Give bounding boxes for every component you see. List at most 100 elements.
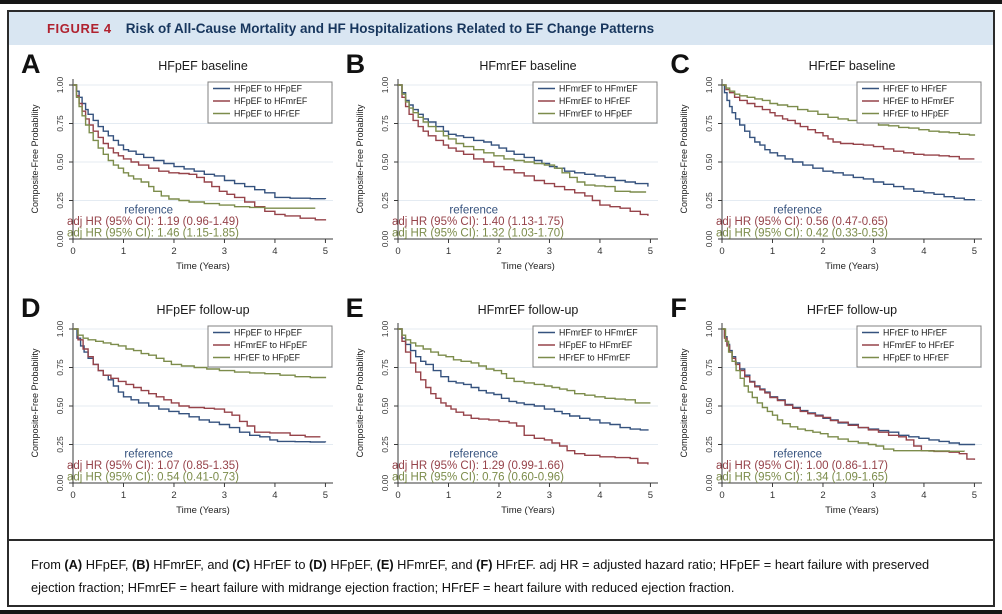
- svg-text:Time (Years): Time (Years): [825, 505, 879, 516]
- svg-text:reference: reference: [124, 205, 173, 217]
- svg-text:0.00: 0.00: [55, 230, 65, 247]
- svg-text:0.75: 0.75: [704, 359, 714, 376]
- svg-text:1: 1: [445, 246, 450, 257]
- figure-frame: FIGURE 4 Risk of All-Cause Mortality and…: [7, 10, 995, 607]
- svg-text:HFpEF follow-up: HFpEF follow-up: [156, 303, 249, 317]
- figure-number-label: FIGURE 4: [47, 21, 112, 36]
- svg-text:adj HR (95% CI): 0.56 (0.47-0.: adj HR (95% CI): 0.56 (0.47-0.65): [716, 216, 888, 228]
- svg-text:1.00: 1.00: [55, 321, 65, 338]
- svg-text:HFpEF to HFrEF: HFpEF to HFrEF: [883, 353, 950, 363]
- panel-c: C HFrEF baseline 0 1 2 3 4 5 0.00 0.25 0.50 0.75 1.…: [666, 51, 991, 295]
- panel-e: E HFmrEF follow-up 0 1 2 3 4 5 0.00 0.25 0.50 0.75…: [342, 295, 667, 539]
- svg-text:0.75: 0.75: [55, 359, 65, 376]
- svg-text:1.00: 1.00: [704, 321, 714, 338]
- svg-text:HFmrEF baseline: HFmrEF baseline: [479, 59, 576, 73]
- svg-text:2: 2: [171, 246, 176, 257]
- svg-text:HFpEF to HFrEF: HFpEF to HFrEF: [234, 109, 301, 119]
- svg-text:reference: reference: [124, 449, 173, 461]
- svg-text:adj HR (95% CI): 1.40 (1.13-1.: adj HR (95% CI): 1.40 (1.13-1.75): [392, 216, 564, 228]
- svg-text:0.25: 0.25: [55, 436, 65, 453]
- svg-text:HFmrEF follow-up: HFmrEF follow-up: [477, 303, 578, 317]
- svg-text:0.25: 0.25: [380, 192, 390, 209]
- panel-f-km-chart: HFrEF follow-up 0 1 2 3 4 5 0.00 0.25 0.50 0.75 1.0…: [676, 301, 992, 540]
- svg-text:0.00: 0.00: [55, 475, 65, 492]
- svg-text:0.50: 0.50: [380, 153, 390, 170]
- svg-text:HFrEF to HFrEF: HFrEF to HFrEF: [883, 84, 948, 94]
- svg-text:0.50: 0.50: [704, 153, 714, 170]
- svg-text:0: 0: [70, 490, 75, 501]
- svg-text:HFrEF to HFmrEF: HFrEF to HFmrEF: [559, 353, 631, 363]
- panel-a-km-chart: HFpEF baseline 0 1 2 3 4 5 0.00 0.25 0.50 0.75 1.00…: [27, 57, 343, 296]
- svg-text:0.00: 0.00: [380, 230, 390, 247]
- svg-text:Composite-Free Probability: Composite-Free Probability: [679, 348, 689, 458]
- svg-text:1: 1: [770, 246, 775, 257]
- svg-text:HFrEF to HFmrEF: HFrEF to HFmrEF: [883, 96, 955, 106]
- panel-d: D HFpEF follow-up 0 1 2 3 4 5 0.00 0.25 0.50 0.75 1…: [17, 295, 342, 539]
- svg-text:4: 4: [272, 490, 277, 501]
- svg-text:0.75: 0.75: [380, 115, 390, 132]
- svg-text:1.00: 1.00: [380, 321, 390, 338]
- svg-text:1.00: 1.00: [55, 76, 65, 93]
- panel-b-letter: B: [345, 49, 366, 79]
- svg-text:reference: reference: [774, 449, 823, 461]
- svg-text:4: 4: [922, 490, 927, 501]
- svg-text:0: 0: [70, 246, 75, 257]
- svg-text:5: 5: [972, 246, 977, 257]
- svg-text:HFpEF to HFmrEF: HFpEF to HFmrEF: [234, 96, 308, 106]
- svg-text:HFmrEF to HFrEF: HFmrEF to HFrEF: [883, 340, 955, 350]
- svg-text:2: 2: [496, 490, 501, 501]
- svg-text:Composite-Free Probability: Composite-Free Probability: [355, 348, 365, 458]
- svg-text:3: 3: [222, 490, 227, 501]
- svg-text:1: 1: [121, 246, 126, 257]
- svg-text:adj HR (95% CI): 1.00 (0.86-1.: adj HR (95% CI): 1.00 (0.86-1.17): [716, 460, 888, 472]
- svg-text:2: 2: [821, 246, 826, 257]
- svg-text:HFpEF to HFmrEF: HFpEF to HFmrEF: [559, 340, 633, 350]
- svg-text:1: 1: [445, 490, 450, 501]
- svg-text:Time (Years): Time (Years): [825, 261, 879, 272]
- svg-text:adj HR (95% CI): 0.76 (0.60-0.: adj HR (95% CI): 0.76 (0.60-0.96): [392, 472, 564, 484]
- panel-b: B HFmrEF baseline 0 1 2 3 4 5 0.00 0.25 0.50 0.75 1…: [342, 51, 667, 295]
- panel-c-letter: C: [670, 49, 690, 79]
- svg-text:Composite-Free Probability: Composite-Free Probability: [30, 104, 40, 214]
- svg-text:1.00: 1.00: [704, 76, 714, 93]
- panels-grid: A HFpEF baseline 0 1 2 3 4 5 0.00 0.25 0.50 0.75 1.…: [9, 45, 993, 539]
- svg-text:5: 5: [323, 490, 328, 501]
- svg-text:Time (Years): Time (Years): [501, 261, 555, 272]
- svg-text:HFrEF follow-up: HFrEF follow-up: [807, 303, 897, 317]
- svg-text:0.75: 0.75: [704, 115, 714, 132]
- svg-text:0: 0: [395, 490, 400, 501]
- svg-text:0.50: 0.50: [704, 398, 714, 415]
- bottom-rule: [0, 610, 1002, 614]
- svg-text:0.75: 0.75: [380, 359, 390, 376]
- svg-text:HFmrEF to HFpEF: HFmrEF to HFpEF: [559, 109, 633, 119]
- svg-text:3: 3: [546, 490, 551, 501]
- top-rule: [0, 0, 1002, 4]
- svg-text:2: 2: [171, 490, 176, 501]
- svg-text:3: 3: [222, 246, 227, 257]
- svg-text:4: 4: [597, 246, 602, 257]
- svg-text:reference: reference: [449, 449, 498, 461]
- svg-text:HFrEF to HFrEF: HFrEF to HFrEF: [883, 328, 948, 338]
- svg-text:Composite-Free Probability: Composite-Free Probability: [355, 104, 365, 214]
- panel-d-letter: D: [21, 293, 41, 324]
- svg-text:adj HR (95% CI): 1.19 (0.96-1.: adj HR (95% CI): 1.19 (0.96-1.49): [67, 216, 239, 228]
- svg-text:2: 2: [496, 246, 501, 257]
- svg-text:HFmrEF to HFpEF: HFmrEF to HFpEF: [234, 340, 308, 350]
- svg-text:Time (Years): Time (Years): [176, 261, 230, 272]
- svg-text:Time (Years): Time (Years): [501, 505, 555, 516]
- svg-text:3: 3: [871, 490, 876, 501]
- svg-text:0.25: 0.25: [380, 436, 390, 453]
- panel-a: A HFpEF baseline 0 1 2 3 4 5 0.00 0.25 0.50 0.75 1.…: [17, 51, 342, 295]
- panel-e-km-chart: HFmrEF follow-up 0 1 2 3 4 5 0.00 0.25 0.50 0.75 1.…: [352, 301, 668, 540]
- svg-text:3: 3: [871, 246, 876, 257]
- svg-text:0: 0: [720, 246, 725, 257]
- panel-f-letter: F: [670, 293, 687, 324]
- svg-text:adj HR (95% CI): 1.34 (1.09-1.: adj HR (95% CI): 1.34 (1.09-1.65): [716, 472, 888, 484]
- svg-text:adj HR (95% CI): 0.42 (0.33-0.: adj HR (95% CI): 0.42 (0.33-0.53): [716, 228, 888, 240]
- svg-text:4: 4: [922, 246, 927, 257]
- svg-text:HFmrEF to HFmrEF: HFmrEF to HFmrEF: [559, 84, 638, 94]
- svg-text:reference: reference: [449, 205, 498, 217]
- svg-text:0.25: 0.25: [704, 192, 714, 209]
- svg-text:1.00: 1.00: [380, 76, 390, 93]
- svg-text:0.50: 0.50: [55, 398, 65, 415]
